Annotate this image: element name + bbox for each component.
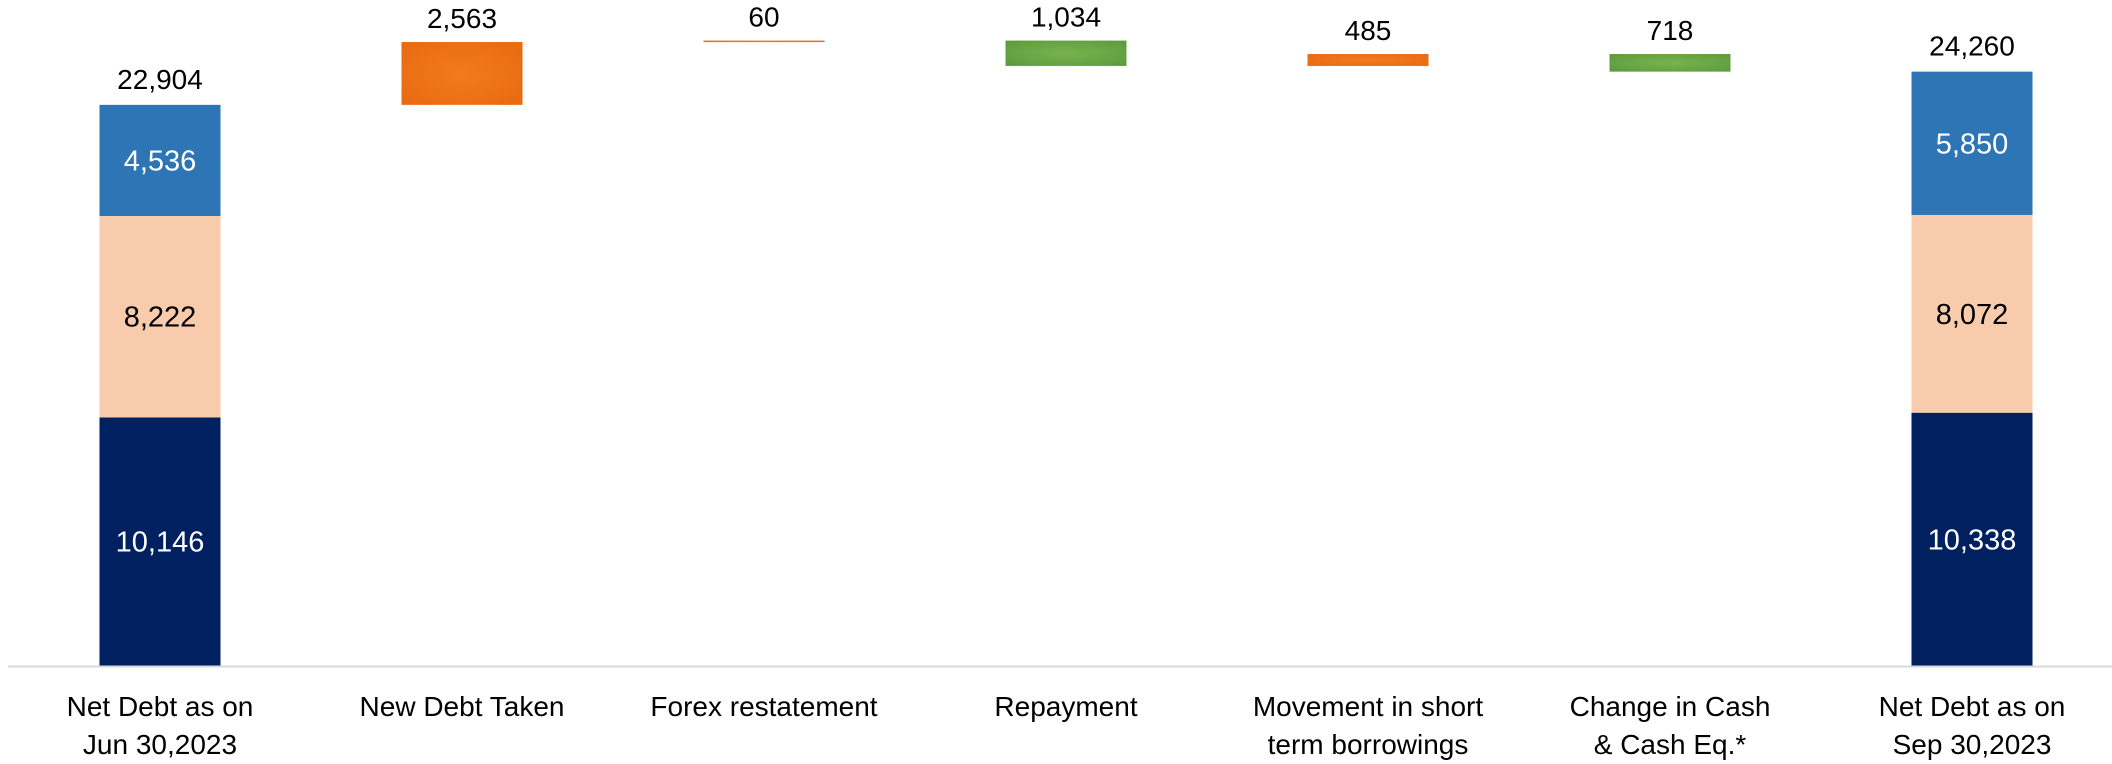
category-label-line: term borrowings bbox=[1268, 729, 1469, 760]
category-label-line: Repayment bbox=[994, 691, 1137, 722]
category-label: New Debt Taken bbox=[360, 691, 565, 722]
category-label: Change in Cash & Cash Eq.* bbox=[1570, 691, 1771, 760]
stack-segment bbox=[99, 417, 221, 666]
step-value-label: 718 bbox=[1647, 15, 1694, 46]
category-label-line: Forex restatement bbox=[650, 691, 877, 722]
category-label-line: Jun 30,2023 bbox=[83, 729, 237, 760]
total-value-label: 22,904 bbox=[117, 64, 203, 95]
segment-value-label: 5,850 bbox=[1936, 128, 2009, 160]
step-bar bbox=[1307, 54, 1429, 66]
category-label-line: Sep 30,2023 bbox=[1893, 729, 2052, 760]
step-bar bbox=[703, 40, 825, 43]
segment-value-label: 10,146 bbox=[116, 527, 205, 559]
segment-value-label: 10,338 bbox=[1928, 524, 2017, 556]
step-value-label: 485 bbox=[1345, 15, 1392, 46]
category-label-line: Net Debt as on bbox=[1879, 691, 2066, 722]
stack-segment bbox=[1911, 214, 2033, 413]
category-label-line: & Cash Eq.* bbox=[1594, 729, 1747, 760]
step-bar bbox=[1005, 40, 1127, 66]
labels-group: 10,146 8,222 4,536 22,904 10,338 8,072 5,850 24… bbox=[116, 2, 2017, 559]
stack-segment bbox=[1911, 412, 2033, 666]
stack-segment bbox=[99, 215, 221, 418]
segment-value-label: 8,072 bbox=[1936, 299, 2009, 331]
segment-value-label: 4,536 bbox=[124, 145, 197, 177]
category-label: Movement in short term borrowings bbox=[1253, 691, 1484, 760]
step-value-label: 1,034 bbox=[1031, 2, 1101, 33]
step-bar bbox=[401, 42, 523, 105]
stack-segment bbox=[99, 104, 221, 216]
category-label-line: Change in Cash bbox=[1570, 691, 1771, 722]
step-value-label: 2,563 bbox=[427, 3, 497, 34]
step-value-label: 60 bbox=[748, 2, 779, 33]
category-label-line: Net Debt as on bbox=[67, 691, 254, 722]
bars-group bbox=[99, 40, 2033, 666]
category-label: Forex restatement bbox=[650, 691, 877, 722]
category-label-line: New Debt Taken bbox=[360, 691, 565, 722]
category-label: Repayment bbox=[994, 691, 1137, 722]
category-label-line: Movement in short bbox=[1253, 691, 1484, 722]
total-value-label: 24,260 bbox=[1929, 31, 2015, 62]
category-labels-group: Net Debt as on Jun 30,2023 New Debt Taken F… bbox=[67, 691, 2066, 760]
segment-value-label: 8,222 bbox=[124, 302, 197, 334]
category-label: Net Debt as on Jun 30,2023 bbox=[67, 691, 254, 760]
category-label: Net Debt as on Sep 30,2023 bbox=[1879, 691, 2066, 760]
step-bar bbox=[1609, 54, 1731, 72]
stack-segment bbox=[1911, 71, 2033, 215]
